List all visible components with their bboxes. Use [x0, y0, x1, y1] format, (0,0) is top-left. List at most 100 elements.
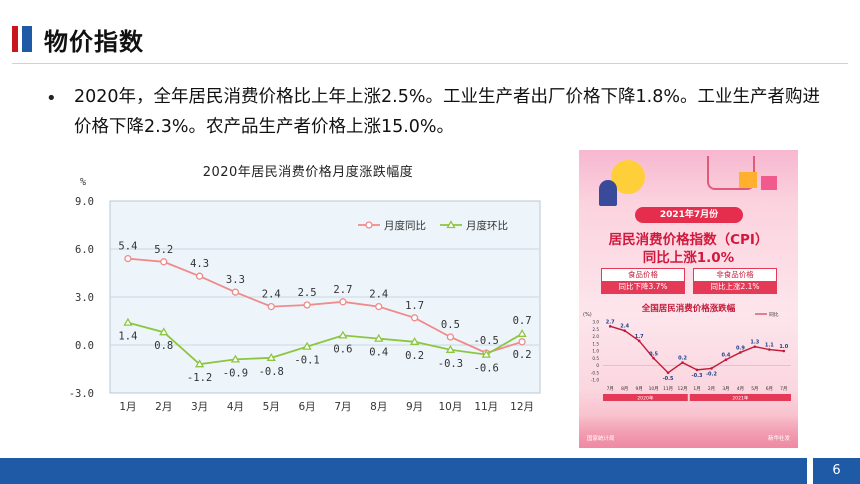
person-icon [599, 180, 617, 206]
data-label-yoy: 2.4 [262, 289, 281, 301]
data-label-mom: -0.1 [294, 355, 319, 367]
y-tick-label: -3.0 [69, 388, 94, 400]
poster-data-point [768, 348, 771, 351]
poster-x-tick: 4月 [737, 386, 744, 392]
poster-y-tick: 0 [596, 363, 599, 368]
data-point-mom [194, 359, 205, 368]
data-label-yoy: 1.7 [405, 300, 424, 312]
data-point-yoy [410, 314, 419, 322]
poster-date-badge: 2021年7月份 [635, 207, 743, 223]
x-tick-label: 10月 [438, 401, 462, 413]
data-label-yoy: 3.3 [226, 274, 245, 286]
data-label-mom: -0.3 [438, 358, 463, 370]
title-accent-blue [22, 26, 32, 52]
x-tick-label: 9月 [406, 401, 423, 413]
data-label-yoy: 0.5 [441, 319, 460, 331]
data-point-yoy [518, 338, 526, 346]
chart-title: 2020年居民消费价格月度涨跌幅度 [202, 165, 414, 180]
poster-data-label: 0.2 [678, 356, 687, 362]
poster-chart-title: 全国居民消费价格涨跌幅 [641, 304, 736, 314]
data-label-yoy: 5.2 [154, 244, 173, 256]
x-tick-label: 8月 [370, 401, 387, 413]
data-label-yoy: 2.5 [298, 287, 317, 299]
legend-label: 月度环比 [466, 219, 508, 232]
poster-data-point [623, 329, 626, 332]
poster-y-tick: -0.5 [591, 370, 600, 375]
gift-box-icon [739, 172, 757, 188]
y-tick-label: 6.0 [75, 244, 94, 256]
data-point-mom [338, 330, 348, 339]
cpi-monthly-chart: % 9.0 6.0 3.0 0.0 -3.0 1月 2月 3月 4月 5月 6月 7月 8月 9月 10月 11… [58, 155, 558, 420]
data-point-mom [409, 337, 420, 345]
data-point-yoy [303, 301, 311, 309]
food-price-label: 食品价格 [602, 269, 684, 281]
legend-label: 月度同比 [384, 219, 426, 232]
nonfood-price-label: 非食品价格 [694, 269, 776, 281]
page-number: 6 [813, 458, 860, 484]
poster-year-label: 2021年 [732, 395, 749, 402]
poster-x-tick: 6月 [766, 386, 773, 392]
poster-x-tick: 10月 [649, 386, 659, 392]
data-label-yoy: 5.4 [118, 241, 137, 253]
poster-subheadline: 同比上涨1.0% [642, 250, 735, 266]
poster-data-label: 2.7 [606, 319, 615, 325]
poster-data-point [739, 351, 742, 354]
data-point-yoy [231, 288, 240, 296]
y-tick-label: 0.0 [75, 340, 94, 352]
data-label-mom: 0.4 [369, 347, 388, 359]
poster-year-label: 2020年 [637, 395, 654, 402]
data-label-mom: 1.4 [118, 331, 137, 343]
data-point-mom [517, 329, 527, 337]
data-point-yoy [339, 298, 347, 306]
food-price-box: 食品价格 同比下降3.7% [601, 268, 685, 294]
bullet-icon: • [46, 88, 57, 109]
poster-y-tick: -1.0 [591, 378, 600, 383]
data-point-mom [481, 349, 491, 358]
data-point-yoy [375, 302, 383, 311]
data-label-mom: -0.6 [474, 363, 499, 375]
data-label-mom: 0.7 [513, 315, 532, 327]
poster-data-point [681, 361, 684, 364]
poster-data-label: 0.5 [649, 351, 658, 357]
legend-marker [446, 220, 456, 229]
poster-x-tick: 8月 [621, 386, 628, 392]
data-label-yoy: 4.3 [190, 258, 209, 270]
poster-data-label: 1.1 [765, 343, 774, 349]
footer-bar [0, 458, 807, 484]
data-point-mom [230, 354, 241, 363]
poster-x-tick: 11月 [663, 386, 673, 392]
poster-data-point [710, 367, 713, 370]
poster-unit-label: (%) [583, 312, 592, 318]
data-point-mom [266, 353, 276, 361]
poster-y-tick: 1.5 [592, 341, 599, 346]
poster-data-point [608, 325, 612, 328]
poster-x-tick: 5月 [751, 386, 758, 392]
x-tick-label: 4月 [227, 401, 244, 413]
gift-box-icon [761, 176, 777, 190]
poster-x-tick: 7月 [780, 386, 787, 392]
poster-data-label: -0.2 [706, 371, 717, 377]
poster-y-tick: 2.0 [592, 334, 599, 339]
poster-x-tick: 7月 [607, 386, 614, 392]
series-line-mom [127, 321, 523, 366]
poster-y-tick: 2.5 [592, 327, 599, 332]
poster-x-tick: 2月 [708, 386, 715, 392]
bullet-paragraph: 2020年，全年居民消费价格比上年上涨2.5%。工业生产者出厂价格下降1.8%。… [74, 87, 820, 137]
data-label-yoy: 2.7 [333, 284, 352, 296]
x-tick-label: 11月 [474, 401, 498, 413]
poster-year-bar-2021 [689, 394, 791, 401]
data-point-yoy [267, 302, 275, 311]
poster-data-label: 1.3 [750, 340, 759, 346]
poster-data-label: -0.3 [692, 373, 703, 379]
x-tick-label: 2月 [155, 401, 172, 413]
x-tick-label: 5月 [263, 401, 280, 413]
poster-x-tick: 1月 [693, 386, 700, 392]
poster-x-tick: 12月 [678, 386, 688, 392]
poster-data-point [753, 345, 757, 348]
poster-data-label: 2.4 [620, 324, 629, 330]
poster-data-point [782, 349, 786, 353]
data-label-yoy: -0.5 [474, 335, 499, 347]
page-title: 物价指数 [44, 28, 144, 56]
poster-data-point [637, 339, 641, 343]
data-label-mom: 0.2 [405, 350, 424, 362]
